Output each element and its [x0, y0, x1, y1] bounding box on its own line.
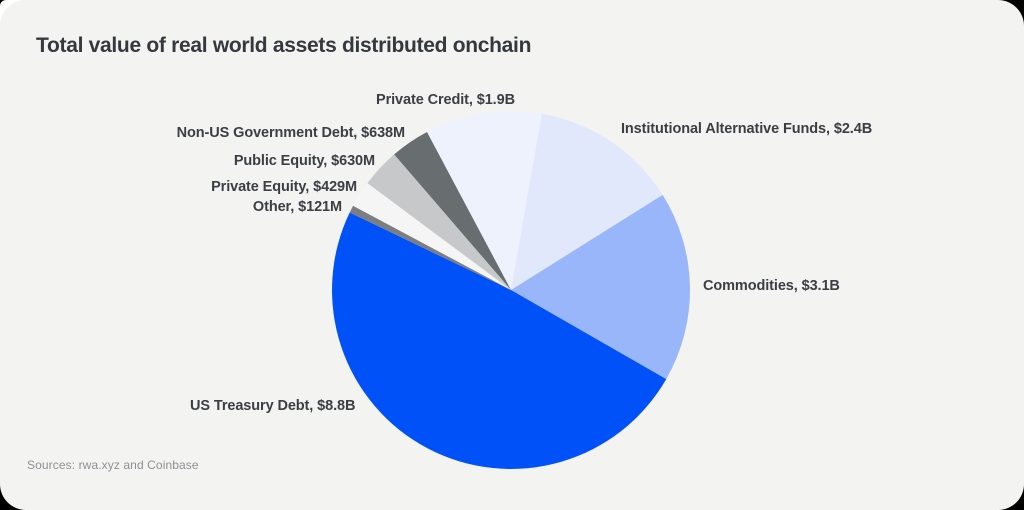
- slice-label-us-treasury-debt: US Treasury Debt, $8.8B: [190, 398, 356, 414]
- pie-chart-svg: [332, 110, 691, 469]
- slice-label-institutional-alternative-funds: Institutional Alternative Funds, $2.4B: [621, 121, 873, 137]
- slice-label-private-equity: Private Equity, $429M: [211, 179, 357, 195]
- slice-label-other: Other, $121M: [252, 199, 342, 215]
- pie-slice-us-treasury-debt: [332, 212, 667, 469]
- slice-label-private-credit: Private Credit, $1.9B: [376, 92, 515, 108]
- source-note: Sources: rwa.xyz and Coinbase: [27, 458, 199, 472]
- slice-label-public-equity: Public Equity, $630M: [233, 153, 375, 169]
- pie-chart: [311, 90, 711, 490]
- pie-slice-private-equity: [353, 183, 511, 290]
- pie-slice-other: [349, 205, 511, 290]
- pie-slice-non-us-government-debt: [394, 131, 511, 290]
- pie-slice-private-credit: [426, 110, 542, 290]
- chart-title: Total value of real world assets distrib…: [36, 34, 532, 57]
- pie-slice-institutional-alternative-funds: [511, 113, 663, 290]
- pie-slice-commodities: [511, 194, 691, 380]
- slice-label-non-us-government-debt: Non-US Government Debt, $638M: [176, 125, 405, 141]
- pie-slice-public-equity: [367, 154, 511, 290]
- slice-label-commodities: Commodities, $3.1B: [703, 278, 840, 294]
